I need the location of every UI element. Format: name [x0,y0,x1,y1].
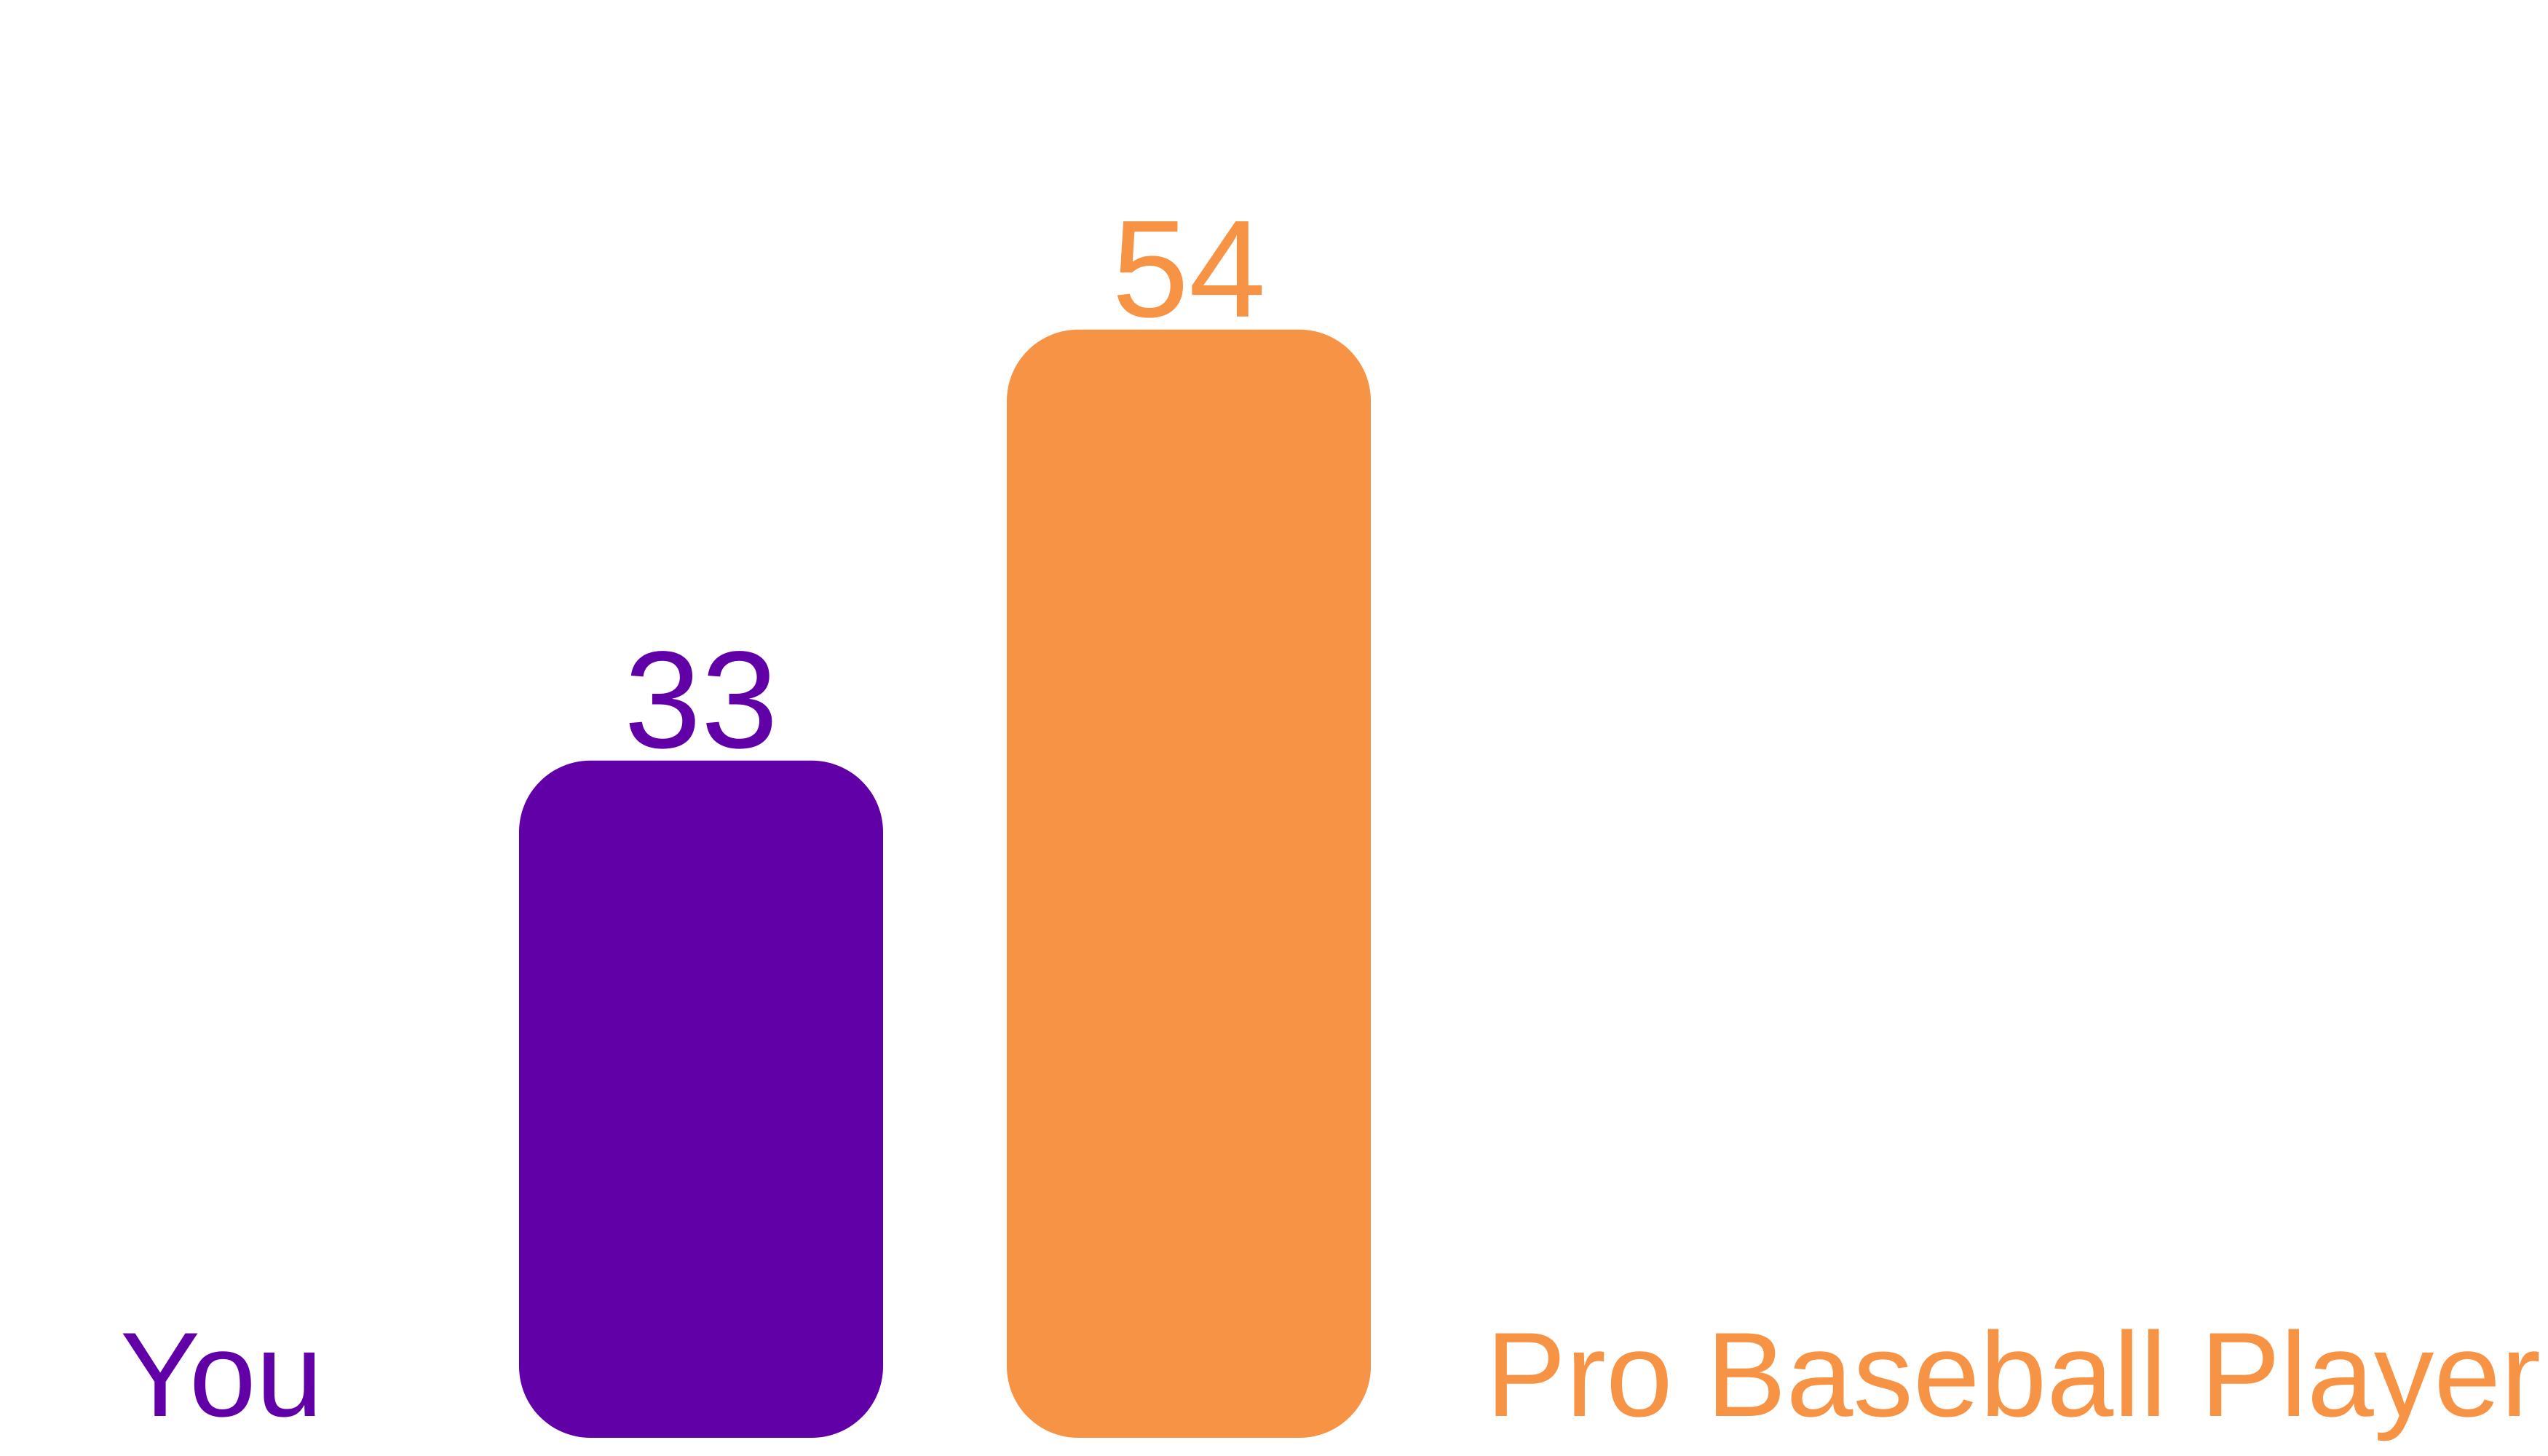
category-label-0: You [120,1307,323,1441]
category-labels: You Pro Baseball Player [120,1307,2541,1441]
bar-1 [1007,329,1371,1439]
value-label-1: 54 [1112,192,1265,347]
value-label-0: 33 [624,623,778,778]
bars [519,329,1371,1439]
bar-0 [519,760,883,1438]
category-label-1: Pro Baseball Player [1486,1307,2541,1441]
value-labels: 33 54 [624,192,1265,778]
